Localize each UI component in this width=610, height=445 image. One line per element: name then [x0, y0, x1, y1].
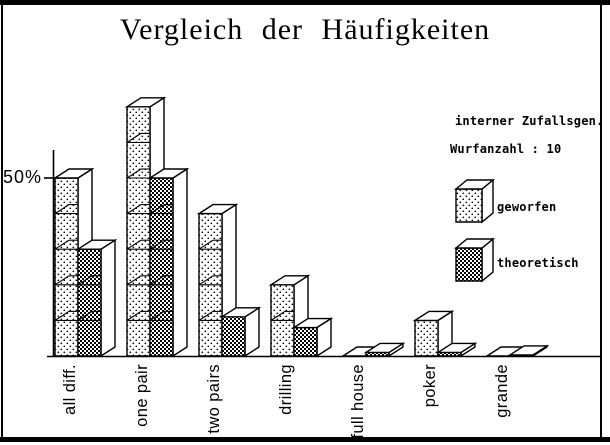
x-category-label: grande — [493, 364, 511, 418]
window-left-border — [1, 0, 3, 442]
x-category-label: one pair — [133, 364, 151, 427]
x-category-label: all diff. — [61, 364, 79, 415]
window-right-border — [600, 0, 602, 442]
window-bottom-bar — [0, 437, 610, 442]
chart-title: Vergleich der Häufigkeiten — [119, 13, 491, 46]
x-category-label: drilling — [277, 364, 295, 415]
x-category-label: full house — [349, 364, 367, 439]
legend-label-geworfen: geworfen — [497, 200, 557, 214]
annotation-generator: interner Zufallsgen. — [455, 114, 604, 128]
window-top-bar — [0, 0, 610, 5]
x-category-label: two pairs — [205, 364, 223, 434]
x-category-label: poker — [421, 364, 439, 407]
annotation-throw-count: Wurfanzahl : 10 — [450, 142, 562, 156]
legend-label-theoretisch: theoretisch — [497, 256, 579, 270]
y-axis-tick-label: 50% — [3, 167, 43, 187]
